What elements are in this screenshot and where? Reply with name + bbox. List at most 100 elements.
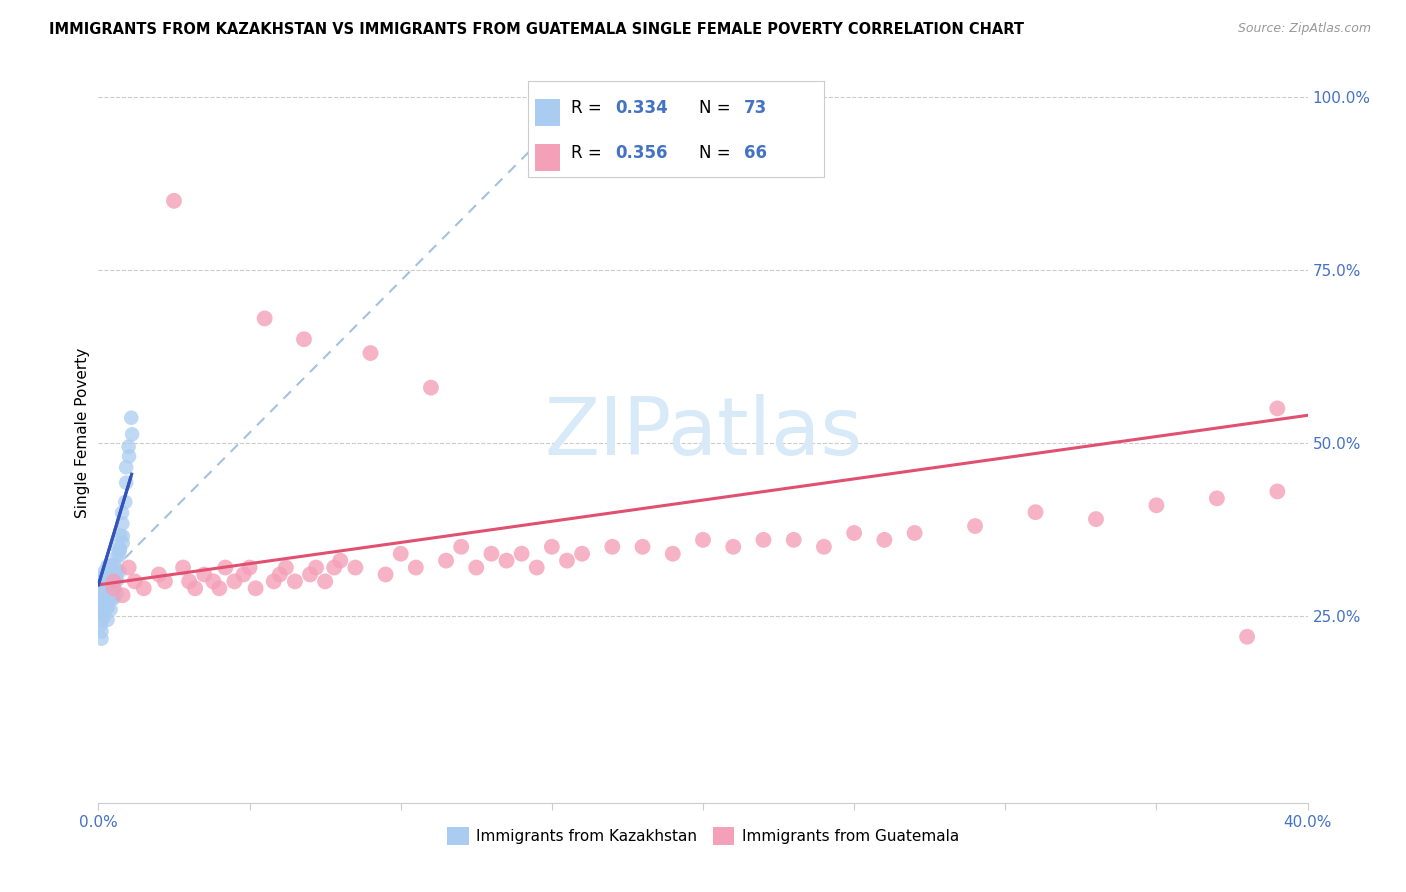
Point bbox=[96, 582, 118, 597]
Point bbox=[105, 574, 128, 588]
Point bbox=[118, 560, 141, 574]
Point bbox=[555, 554, 578, 568]
Point bbox=[148, 567, 170, 582]
Point bbox=[602, 540, 624, 554]
Point bbox=[96, 613, 118, 627]
Point bbox=[103, 571, 125, 585]
Point bbox=[103, 581, 125, 595]
Point bbox=[93, 569, 115, 583]
Point bbox=[111, 529, 134, 543]
Point bbox=[97, 593, 120, 607]
Point bbox=[111, 516, 134, 531]
Point bbox=[344, 560, 367, 574]
Point bbox=[495, 554, 517, 568]
Point bbox=[873, 533, 896, 547]
Point bbox=[96, 574, 118, 589]
Point bbox=[163, 194, 186, 208]
Point bbox=[98, 589, 121, 603]
Point bbox=[389, 547, 412, 561]
Point bbox=[965, 519, 987, 533]
Point bbox=[98, 566, 121, 581]
Point bbox=[245, 582, 267, 596]
Point bbox=[90, 585, 112, 599]
Point bbox=[111, 588, 134, 602]
Point bbox=[723, 540, 745, 554]
Point bbox=[115, 475, 138, 490]
Point bbox=[1085, 512, 1108, 526]
Point bbox=[93, 609, 115, 624]
Point bbox=[100, 602, 122, 616]
Point bbox=[93, 602, 115, 616]
Point bbox=[108, 564, 131, 578]
Point bbox=[299, 567, 322, 582]
Point bbox=[132, 582, 155, 596]
Point bbox=[103, 558, 125, 572]
Point bbox=[97, 564, 120, 578]
Point bbox=[91, 613, 114, 627]
Point bbox=[526, 560, 548, 574]
Point bbox=[202, 574, 225, 589]
Point bbox=[253, 311, 276, 326]
Point bbox=[100, 572, 122, 586]
Point bbox=[269, 567, 291, 582]
Point bbox=[100, 575, 122, 590]
Point bbox=[90, 632, 112, 646]
Text: ZIPatlas: ZIPatlas bbox=[544, 393, 862, 472]
Point bbox=[571, 547, 593, 561]
Point bbox=[232, 567, 254, 582]
Point bbox=[1236, 630, 1258, 644]
Point bbox=[108, 549, 131, 563]
Point bbox=[104, 571, 127, 585]
Point bbox=[274, 560, 297, 574]
Point bbox=[111, 536, 134, 550]
Point bbox=[103, 566, 125, 581]
Point bbox=[510, 547, 533, 561]
Point bbox=[118, 450, 141, 464]
Point bbox=[114, 495, 136, 509]
Point bbox=[105, 549, 128, 564]
Point bbox=[153, 574, 176, 589]
Point bbox=[117, 440, 139, 454]
Point bbox=[97, 558, 120, 573]
Point bbox=[90, 604, 112, 618]
Point bbox=[783, 533, 806, 547]
Point bbox=[98, 591, 121, 606]
Point bbox=[94, 565, 117, 579]
Point bbox=[540, 540, 562, 554]
Point bbox=[1206, 491, 1229, 506]
Point bbox=[1267, 401, 1289, 416]
Point bbox=[103, 574, 125, 589]
Point bbox=[239, 560, 262, 574]
Point bbox=[93, 571, 115, 585]
Y-axis label: Single Female Poverty: Single Female Poverty bbox=[75, 348, 90, 517]
Point bbox=[100, 579, 122, 593]
Point bbox=[292, 332, 315, 346]
Point bbox=[184, 582, 207, 596]
Point bbox=[284, 574, 307, 589]
Point bbox=[329, 554, 352, 568]
Point bbox=[1267, 484, 1289, 499]
Point bbox=[105, 564, 128, 578]
Point bbox=[360, 346, 382, 360]
Point bbox=[844, 525, 866, 540]
Point bbox=[305, 560, 328, 574]
Point bbox=[105, 540, 128, 554]
Point bbox=[90, 592, 112, 607]
Point bbox=[631, 540, 654, 554]
Point bbox=[93, 581, 115, 595]
Point bbox=[1024, 505, 1046, 519]
Point bbox=[405, 560, 427, 574]
Point bbox=[103, 573, 125, 587]
Point bbox=[420, 381, 443, 395]
Point bbox=[434, 554, 457, 568]
Point bbox=[752, 533, 775, 547]
Text: IMMIGRANTS FROM KAZAKHSTAN VS IMMIGRANTS FROM GUATEMALA SINGLE FEMALE POVERTY CO: IMMIGRANTS FROM KAZAKHSTAN VS IMMIGRANTS… bbox=[49, 22, 1024, 37]
Point bbox=[904, 525, 927, 540]
Point bbox=[108, 542, 131, 557]
Point bbox=[108, 528, 131, 542]
Point bbox=[120, 410, 142, 425]
Point bbox=[103, 591, 125, 605]
Point bbox=[1144, 498, 1167, 512]
Point bbox=[101, 584, 124, 599]
Point bbox=[93, 600, 115, 615]
